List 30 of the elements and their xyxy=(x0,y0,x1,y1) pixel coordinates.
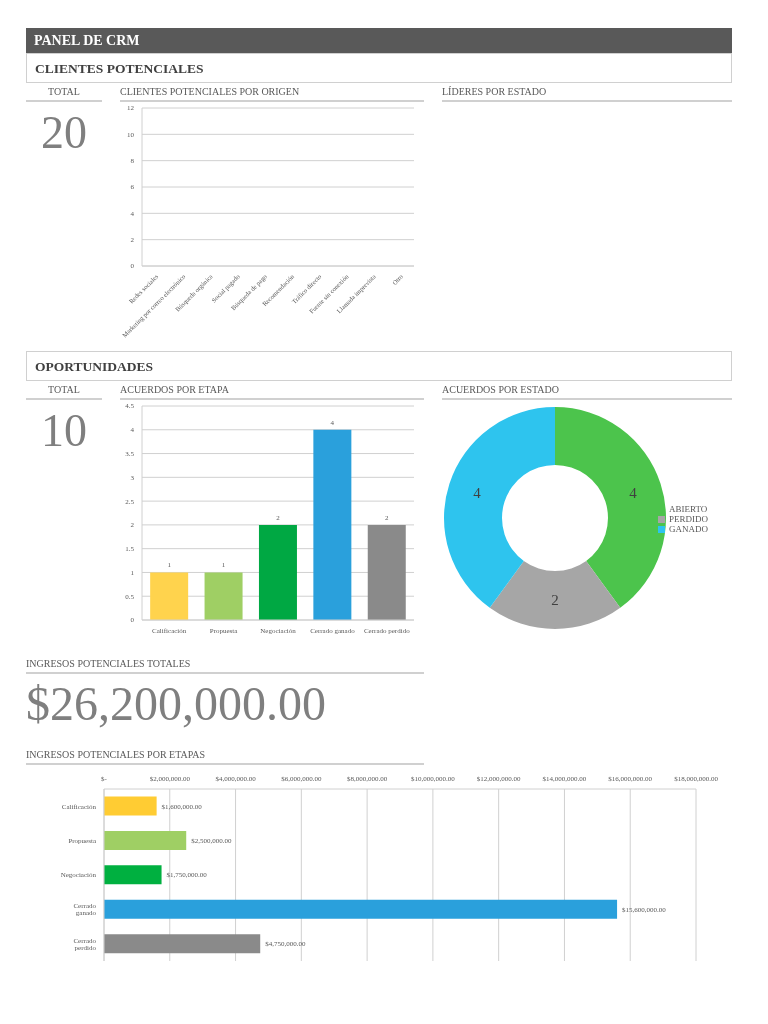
legend-label: GANADO xyxy=(668,524,708,534)
text: PANEL DE CRM xyxy=(26,28,732,53)
text: $26,200,000.00 xyxy=(26,676,327,731)
bar xyxy=(104,830,187,850)
data-label: 2 xyxy=(551,592,559,608)
bar xyxy=(104,934,261,954)
bar xyxy=(150,572,189,620)
text: INGRESOS POTENCIALES TOTALES xyxy=(26,658,424,674)
bar xyxy=(313,429,352,620)
data-label: 4 xyxy=(629,484,638,501)
chart-title: INGRESOS POTENCIALES POR ETAPAS xyxy=(26,749,424,765)
bar xyxy=(367,524,406,620)
text: OPORTUNIDADES xyxy=(26,351,732,381)
bar xyxy=(104,796,157,816)
data-label: 4 xyxy=(473,484,482,501)
bar xyxy=(258,524,297,620)
bar xyxy=(104,899,618,919)
text: CLIENTES POTENCIALES xyxy=(26,53,732,83)
text: TOTAL xyxy=(26,86,102,102)
chart-title: CLIENTES POTENCIALES POR ORIGEN xyxy=(120,86,424,102)
legend-label: PERDIDO xyxy=(668,514,708,524)
text: LÍDERES POR ESTADO xyxy=(442,86,732,102)
text: TOTAL xyxy=(26,384,102,400)
text: 20 xyxy=(40,106,88,159)
bar xyxy=(104,865,162,885)
bar xyxy=(204,572,243,620)
donut-slice xyxy=(489,560,621,629)
chart-title: ACUERDOS POR ETAPA xyxy=(120,384,424,400)
slice-label: ABIERTO xyxy=(668,504,708,514)
chart-title: ACUERDOS POR ESTADO xyxy=(442,384,732,400)
